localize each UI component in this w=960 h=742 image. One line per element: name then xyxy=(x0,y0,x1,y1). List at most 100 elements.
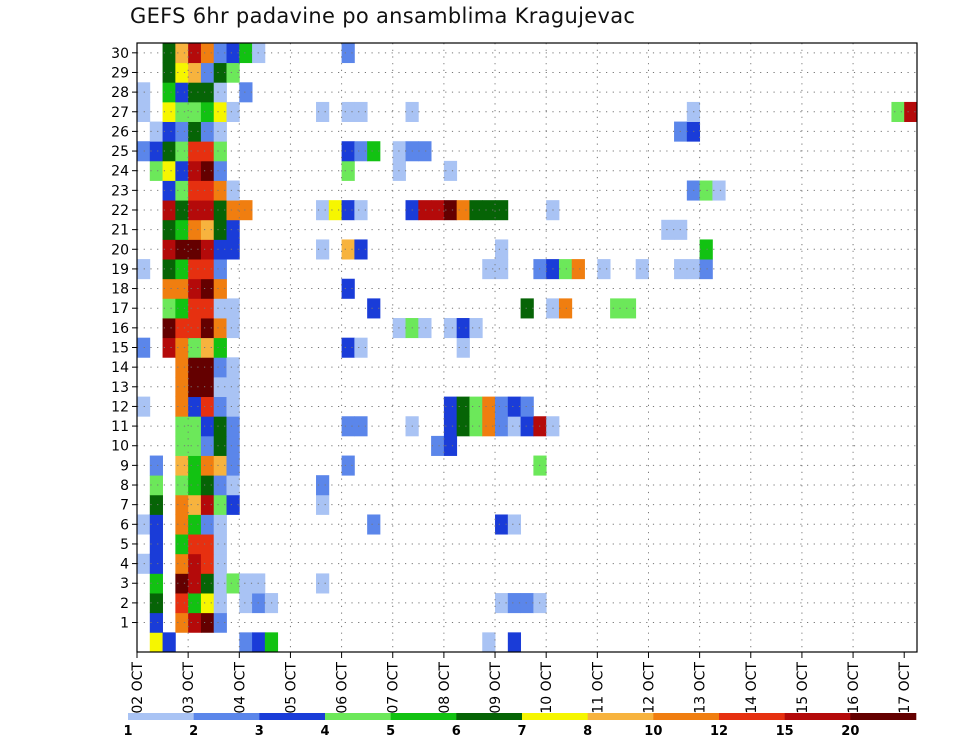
heatmap-cell xyxy=(213,259,227,280)
y-tick-label: 4 xyxy=(120,557,129,573)
heatmap-cell xyxy=(341,200,355,221)
heatmap-cell xyxy=(495,593,509,614)
heatmap-cell xyxy=(341,455,355,476)
heatmap-cell xyxy=(200,82,215,103)
heatmap-cell xyxy=(175,141,189,162)
legend-label: 6 xyxy=(452,724,461,739)
x-tick-label: 15 OCT xyxy=(795,662,811,714)
heatmap-cell xyxy=(200,239,215,260)
heatmap-cell xyxy=(213,337,227,358)
heatmap-cell xyxy=(507,593,522,614)
heatmap-cell xyxy=(175,298,189,319)
heatmap-cell xyxy=(175,416,189,437)
y-tick-label: 16 xyxy=(111,321,129,337)
legend-label: 5 xyxy=(386,724,395,739)
heatmap-cell xyxy=(226,455,240,476)
heatmap-cell xyxy=(507,396,522,417)
y-tick-label: 8 xyxy=(120,478,129,494)
heatmap-cell xyxy=(213,593,227,614)
heatmap-cell xyxy=(418,200,432,221)
heatmap-cell xyxy=(213,494,227,515)
heatmap-cell xyxy=(558,259,573,280)
y-tick-label: 23 xyxy=(111,183,129,199)
x-tick-label: 06 OCT xyxy=(335,662,351,714)
heatmap-cell xyxy=(699,259,713,280)
heatmap-cell xyxy=(188,62,202,83)
heatmap-cell xyxy=(495,416,509,437)
heatmap-cell xyxy=(175,62,189,83)
heatmap-cell xyxy=(188,514,202,535)
heatmap-cell xyxy=(188,455,202,476)
heatmap-cell xyxy=(162,121,176,142)
heatmap-cell xyxy=(213,357,227,378)
legend-swatch xyxy=(719,713,785,720)
heatmap-cell xyxy=(226,573,240,594)
heatmap-cell xyxy=(495,514,509,535)
heatmap-cell xyxy=(175,357,189,378)
heatmap-cell xyxy=(456,318,470,339)
y-tick-label: 20 xyxy=(111,242,129,258)
y-tick-label: 17 xyxy=(111,301,129,317)
heatmap-cell xyxy=(200,514,215,535)
heatmap-cell xyxy=(200,553,215,574)
heatmap-cell xyxy=(188,376,202,398)
y-tick-label: 11 xyxy=(111,419,129,435)
heatmap-cell xyxy=(188,219,202,240)
heatmap-cell xyxy=(354,337,368,358)
heatmap-cell xyxy=(367,514,381,535)
heatmap-cell xyxy=(341,239,355,260)
heatmap-cell xyxy=(200,219,215,240)
heatmap-cell xyxy=(213,475,227,496)
heatmap-cell xyxy=(137,259,151,280)
legend-label: 2 xyxy=(189,724,198,739)
legend-label: 10 xyxy=(644,724,662,739)
heatmap-cell xyxy=(226,357,240,378)
heatmap-cell xyxy=(149,534,163,555)
y-tick-label: 29 xyxy=(111,65,129,81)
heatmap-cell xyxy=(175,514,189,535)
heatmap-cell xyxy=(213,298,227,319)
heatmap-cell xyxy=(456,416,470,437)
heatmap-cell xyxy=(661,219,675,240)
heatmap-cell xyxy=(188,160,202,181)
legend-swatch xyxy=(325,713,391,720)
heatmap-cell xyxy=(200,435,215,456)
heatmap-cell xyxy=(213,318,227,339)
heatmap-cell xyxy=(558,298,573,319)
heatmap-cell xyxy=(175,200,189,221)
heatmap-cell xyxy=(316,101,330,122)
legend-label: 15 xyxy=(776,724,794,739)
heatmap-cell xyxy=(200,376,215,398)
heatmap-cell xyxy=(213,121,227,142)
heatmap-cell xyxy=(149,514,163,535)
heatmap-cell xyxy=(188,239,202,260)
x-tick-label: 04 OCT xyxy=(232,662,248,714)
heatmap-cell xyxy=(226,494,240,515)
heatmap-cell xyxy=(200,318,215,339)
heatmap-cell xyxy=(200,573,215,594)
heatmap-cell xyxy=(431,435,445,456)
y-tick-label: 19 xyxy=(111,262,129,278)
heatmap-cell xyxy=(188,534,202,555)
x-tick-label: 03 OCT xyxy=(181,662,197,714)
heatmap-cell xyxy=(520,593,534,614)
heatmap-cell xyxy=(200,298,215,319)
heatmap-cell xyxy=(200,101,215,122)
heatmap-cell xyxy=(904,101,918,122)
heatmap-cell xyxy=(200,534,215,555)
heatmap-cell xyxy=(443,416,458,437)
heatmap-cell xyxy=(137,396,151,417)
heatmap-cell xyxy=(712,180,726,201)
y-tick-label: 1 xyxy=(120,616,129,632)
heatmap-cell xyxy=(239,200,253,221)
heatmap-cell xyxy=(188,553,202,574)
heatmap-cell xyxy=(200,160,215,181)
heatmap-cell xyxy=(341,43,355,64)
heatmap-cell xyxy=(316,475,330,496)
y-tick-label: 7 xyxy=(120,498,129,514)
heatmap-cell xyxy=(328,200,342,221)
heatmap-cell xyxy=(188,337,202,358)
heatmap-cell xyxy=(495,239,509,260)
heatmap-cell xyxy=(239,573,253,594)
heatmap-cell xyxy=(213,82,227,103)
